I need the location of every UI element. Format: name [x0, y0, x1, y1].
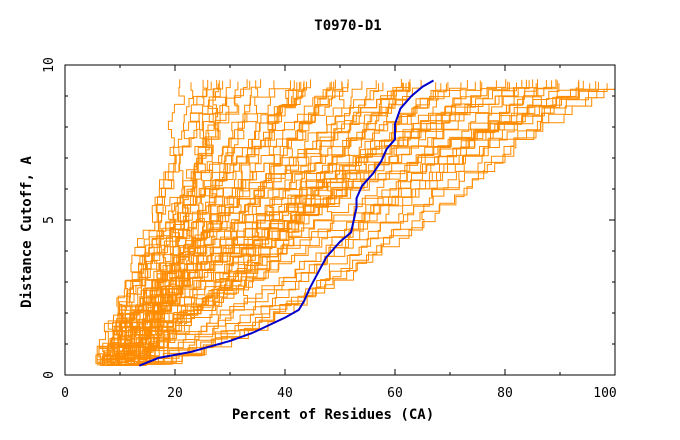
other-model-line	[97, 81, 597, 361]
other-model-line	[104, 81, 509, 365]
x-tick-label-20: 20	[167, 386, 183, 401]
other-model-line	[125, 80, 482, 365]
y-tick-label-0: 0	[42, 371, 57, 379]
x-axis-label: Percent of Residues (CA)	[232, 407, 434, 423]
other-model-line	[113, 80, 291, 361]
other-model-line	[109, 83, 407, 366]
x-tick-label-100: 100	[593, 386, 616, 401]
chart-title: T0970-D1	[314, 18, 381, 34]
x-tick-label-40: 40	[277, 386, 293, 401]
axis-ticks	[64, 64, 616, 376]
other-model-series-group	[95, 79, 616, 366]
other-model-line	[117, 81, 307, 363]
other-model-line	[147, 79, 208, 362]
x-tick-label-60: 60	[387, 386, 403, 401]
other-model-line	[125, 80, 295, 362]
other-model-line	[103, 80, 558, 362]
other-model-line	[146, 83, 608, 363]
other-model-line	[116, 79, 527, 366]
x-tick-label-0: 0	[61, 386, 69, 401]
y-axis-label: Distance Cutoff, A	[19, 156, 35, 308]
other-model-line	[112, 80, 251, 365]
other-model-line	[126, 79, 411, 361]
other-model-line	[117, 81, 616, 364]
highlight-model-line	[138, 79, 434, 367]
y-tick-label-5: 5	[42, 216, 57, 224]
other-model-line	[127, 79, 580, 365]
y-tick-label-10: 10	[42, 57, 57, 73]
x-tick-label-80: 80	[497, 386, 513, 401]
other-model-line	[139, 83, 411, 365]
other-model-line	[127, 80, 584, 359]
highlight-series-group	[138, 79, 434, 367]
other-model-line	[101, 83, 591, 360]
other-model-line	[95, 79, 468, 364]
other-model-line	[110, 82, 599, 361]
other-model-line	[105, 81, 332, 361]
other-model-line	[118, 79, 538, 363]
other-model-line	[128, 80, 553, 362]
